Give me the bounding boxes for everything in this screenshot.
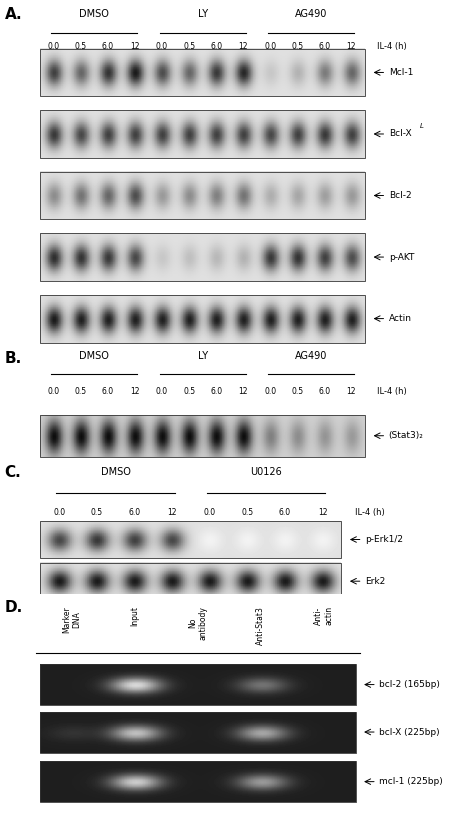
Text: Bcl-X: Bcl-X [389, 129, 411, 138]
Text: 12: 12 [238, 42, 248, 51]
Text: 0.5: 0.5 [183, 42, 195, 51]
Text: 0.0: 0.0 [156, 42, 168, 51]
Bar [40, 110, 365, 158]
Text: 0.5: 0.5 [75, 387, 87, 396]
Text: Erk2: Erk2 [365, 576, 385, 586]
Text: mcl-1 (225bp): mcl-1 (225bp) [379, 777, 443, 786]
Text: 12: 12 [238, 387, 248, 396]
Text: 12: 12 [346, 387, 356, 396]
Text: Bcl-2: Bcl-2 [389, 191, 411, 200]
Text: 0.0: 0.0 [48, 42, 60, 51]
Text: 0.5: 0.5 [292, 387, 303, 396]
Text: DMSO: DMSO [100, 467, 130, 477]
Text: LY: LY [198, 10, 208, 20]
Text: 6.0: 6.0 [102, 42, 114, 51]
Text: AG490: AG490 [295, 10, 327, 20]
Text: U0126: U0126 [250, 467, 282, 477]
Text: IL-4 (h): IL-4 (h) [377, 387, 407, 396]
Text: Mcl-1: Mcl-1 [389, 68, 413, 77]
Bar [40, 563, 341, 599]
Text: 6.0: 6.0 [210, 42, 222, 51]
Text: A.: A. [5, 7, 22, 23]
Bar [40, 49, 365, 96]
Text: 12: 12 [346, 42, 356, 51]
Text: 6.0: 6.0 [102, 387, 114, 396]
Text: C.: C. [5, 466, 21, 480]
Text: 12: 12 [130, 42, 140, 51]
Text: p-AKT: p-AKT [389, 252, 414, 261]
Text: 0.0: 0.0 [264, 387, 276, 396]
Text: 12: 12 [130, 387, 140, 396]
Text: IL-4 (h): IL-4 (h) [355, 508, 384, 517]
Text: IL-4 (h): IL-4 (h) [377, 42, 407, 51]
Text: 0.0: 0.0 [203, 508, 216, 517]
Bar [40, 711, 356, 752]
Text: 0.0: 0.0 [53, 508, 65, 517]
Text: AG490: AG490 [295, 351, 327, 361]
Bar [40, 521, 341, 558]
Text: DMSO: DMSO [80, 10, 109, 20]
Text: 0.0: 0.0 [264, 42, 276, 51]
Text: bcl-X (225bp): bcl-X (225bp) [379, 728, 440, 737]
Text: 6.0: 6.0 [210, 387, 222, 396]
Text: No
antibody: No antibody [188, 606, 208, 640]
Text: Marker
DNA: Marker DNA [62, 606, 82, 632]
Text: 6.0: 6.0 [319, 387, 330, 396]
Text: B.: B. [5, 351, 22, 366]
Text: 12: 12 [318, 508, 327, 517]
Bar [40, 415, 365, 457]
Text: 6.0: 6.0 [279, 508, 291, 517]
Text: 0.5: 0.5 [292, 42, 303, 51]
Text: 0.0: 0.0 [156, 387, 168, 396]
Bar [40, 172, 365, 220]
Text: 6.0: 6.0 [128, 508, 140, 517]
Text: Anti-
actin: Anti- actin [314, 606, 334, 625]
Bar [40, 761, 356, 802]
Text: DMSO: DMSO [80, 351, 109, 361]
Text: Anti-Stat3: Anti-Stat3 [256, 606, 265, 645]
Text: 0.5: 0.5 [75, 42, 87, 51]
Text: L: L [419, 123, 423, 129]
Text: p-Erk1/2: p-Erk1/2 [365, 535, 403, 544]
Text: 0.5: 0.5 [91, 508, 103, 517]
Text: D.: D. [5, 601, 23, 615]
Bar [40, 664, 356, 705]
Text: 0.5: 0.5 [183, 387, 195, 396]
Text: Input: Input [130, 606, 139, 626]
Text: 6.0: 6.0 [319, 42, 330, 51]
Text: (Stat3)₂: (Stat3)₂ [389, 431, 424, 440]
Bar [40, 233, 365, 281]
Text: Actin: Actin [389, 314, 412, 323]
Text: bcl-2 (165bp): bcl-2 (165bp) [379, 680, 440, 689]
Text: 12: 12 [167, 508, 177, 517]
Text: 0.0: 0.0 [48, 387, 60, 396]
Bar [40, 295, 365, 343]
Text: LY: LY [198, 351, 208, 361]
Text: 0.5: 0.5 [241, 508, 253, 517]
